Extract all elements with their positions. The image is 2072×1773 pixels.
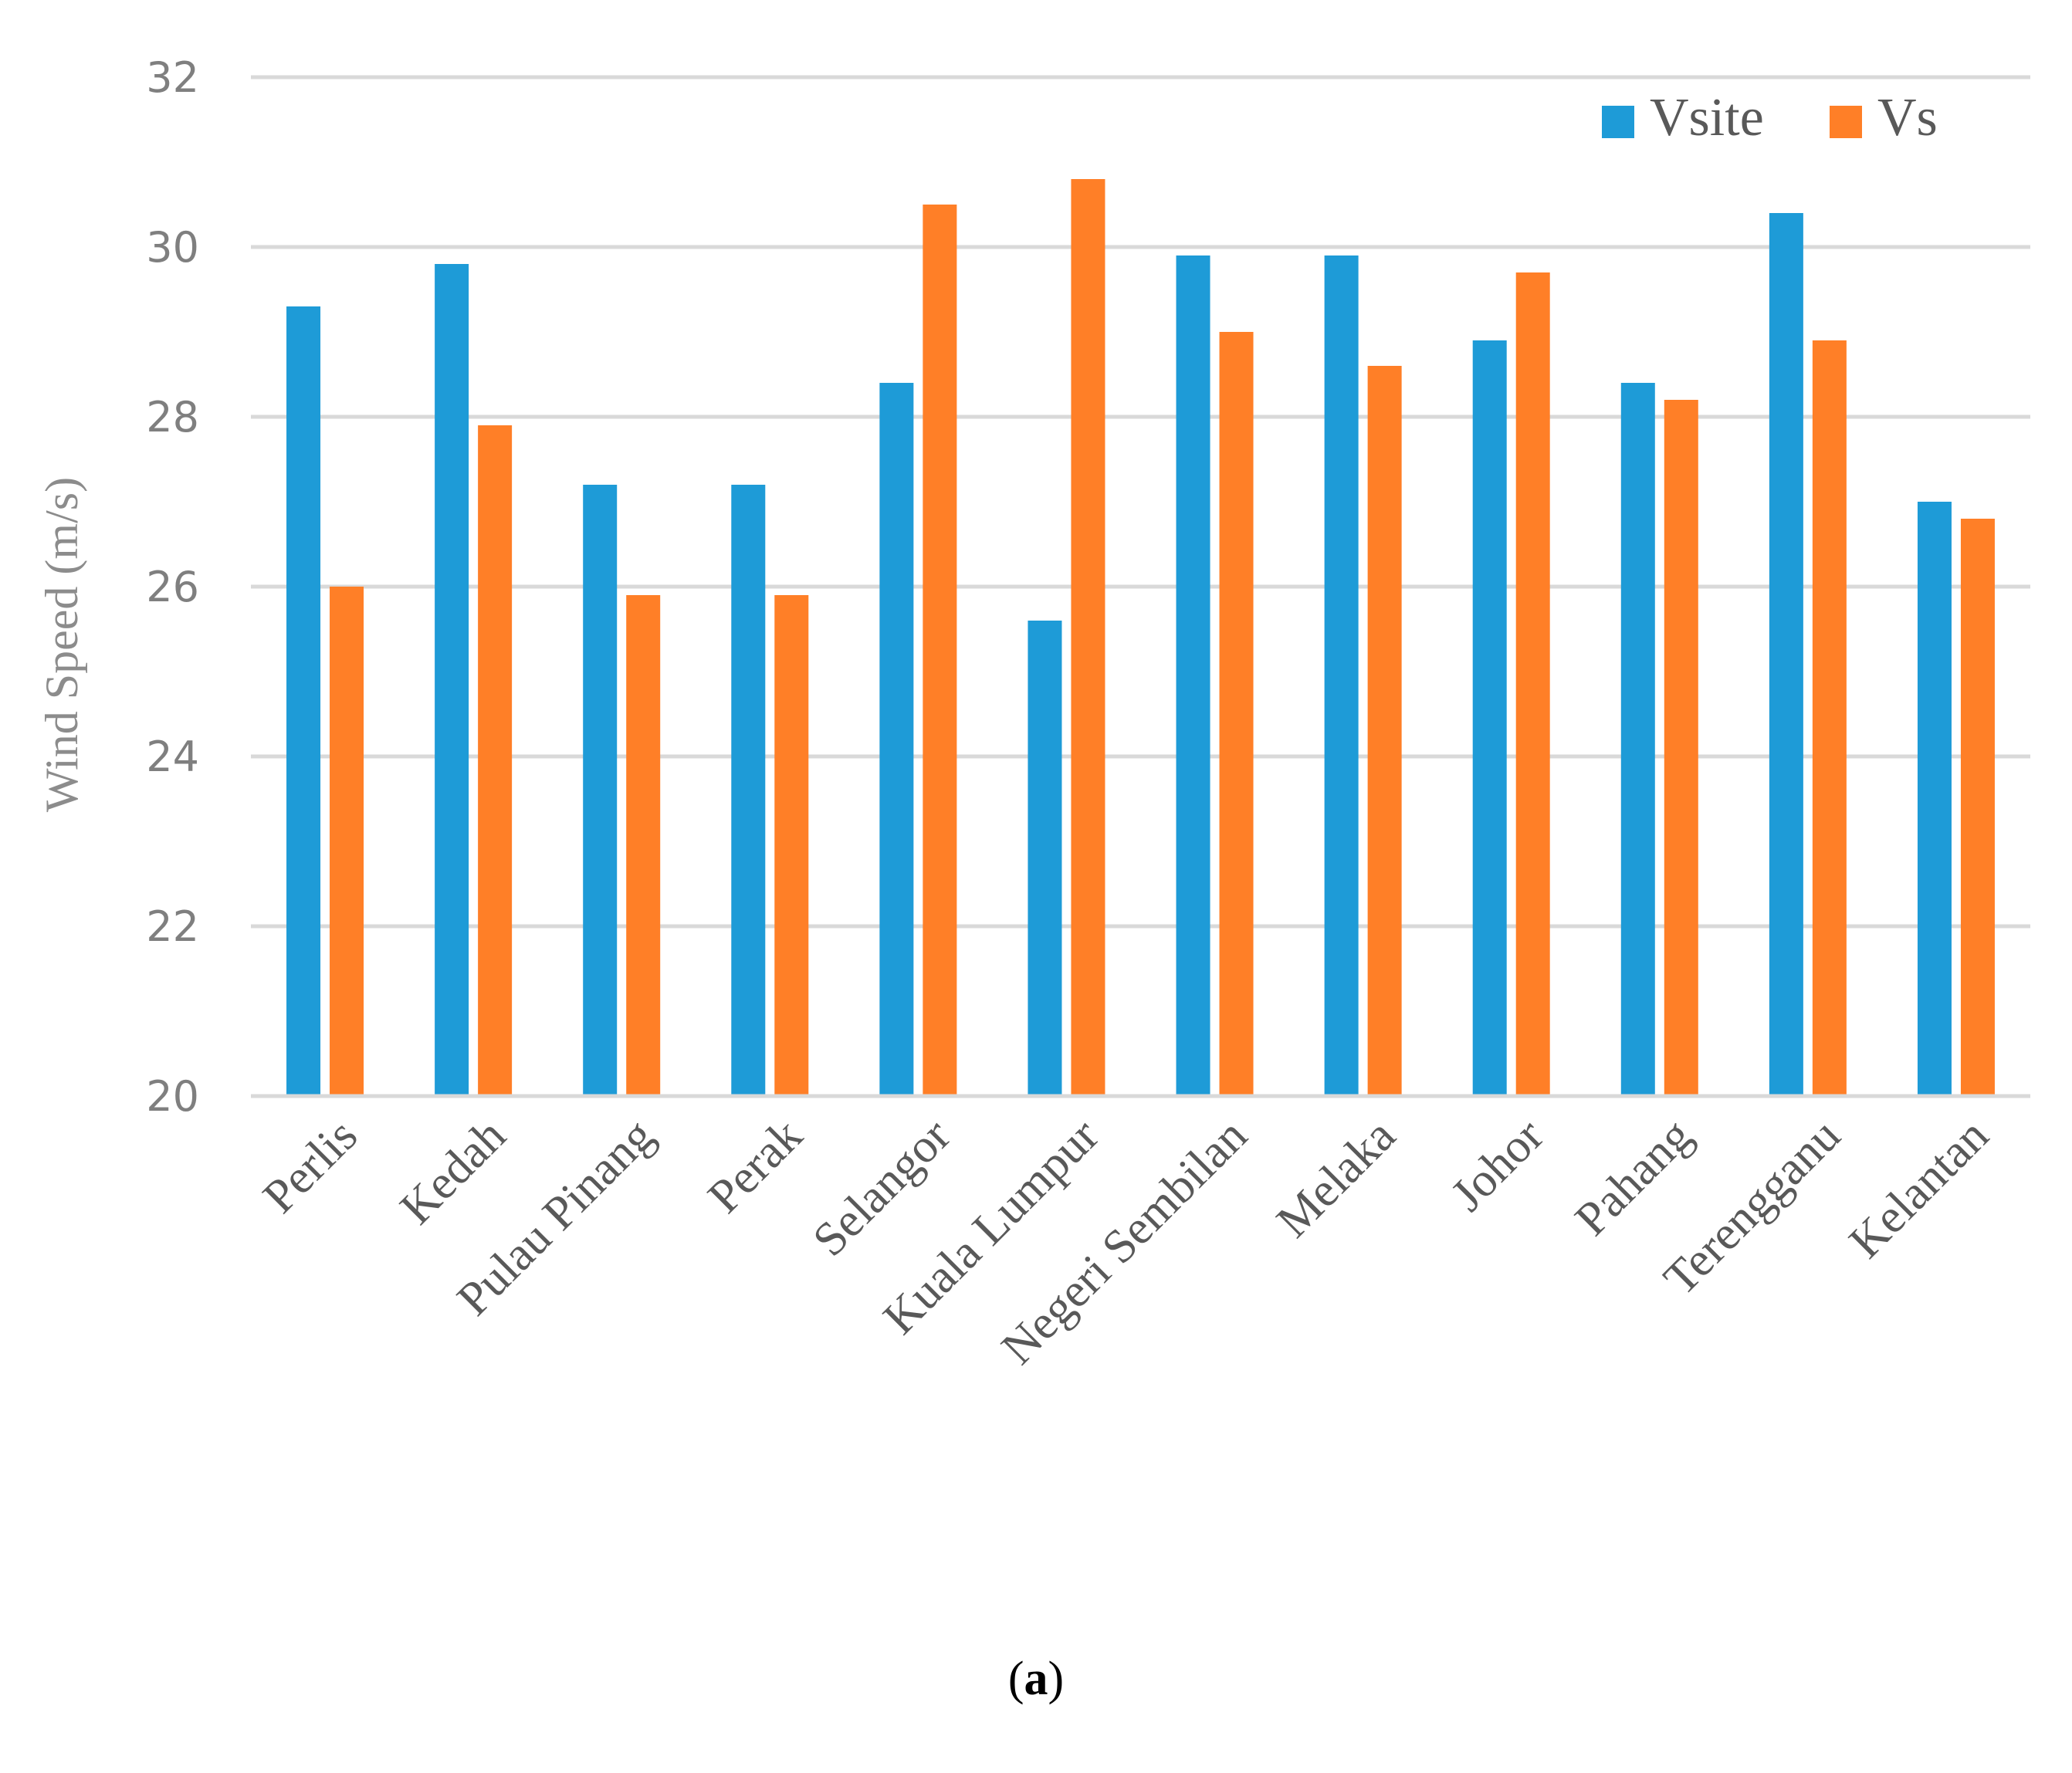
bar-vs-kelantan	[1960, 519, 1995, 1096]
x-tick-label: Melaka	[1267, 1109, 1406, 1248]
x-tick-label: Perlis	[253, 1109, 367, 1223]
bar-vs-negeri-sembilan	[1219, 332, 1254, 1096]
bar-vsite-kelantan	[1917, 502, 1952, 1096]
bar-vsite-perak	[731, 485, 766, 1096]
bar-vs-kuala-lumpur	[1071, 179, 1105, 1096]
y-tick-label: 30	[146, 223, 199, 272]
x-tick-label: Johor	[1441, 1109, 1554, 1222]
legend: Vsite Vs	[1602, 88, 1938, 147]
bar-vsite-kedah	[435, 264, 469, 1096]
x-tick-label: Kedah	[391, 1109, 516, 1235]
caption-label: a	[1024, 1653, 1048, 1705]
legend-swatch-vs	[1830, 106, 1862, 138]
x-tick-label: Kelantan	[1840, 1109, 1999, 1268]
y-tick-label: 24	[146, 733, 199, 781]
bar-vsite-pulau-pinang	[583, 485, 618, 1096]
y-tick-label: 28	[146, 393, 199, 442]
caption-open-paren: (	[1007, 1653, 1024, 1705]
y-tick-label: 26	[146, 563, 199, 611]
figure-caption: (a)	[0, 1652, 2072, 1707]
bar-vs-perlis	[330, 587, 364, 1096]
bar-vs-kedah	[478, 425, 513, 1096]
y-tick-label: 32	[146, 53, 199, 102]
bar-vsite-kuala-lumpur	[1028, 621, 1062, 1096]
bar-vsite-selangor	[879, 383, 914, 1096]
y-tick-label: 20	[146, 1072, 199, 1121]
bar-vsite-negeri-sembilan	[1176, 255, 1210, 1096]
bar-vsite-melaka	[1324, 255, 1359, 1096]
bar-vsite-perlis	[286, 306, 321, 1096]
legend-label-vs: Vs	[1877, 88, 1938, 147]
y-tick-label: 22	[146, 902, 199, 951]
x-tick-label: Pahang	[1566, 1109, 1702, 1246]
bar-vs-melaka	[1367, 366, 1402, 1096]
y-axis-ticks: 20 22 24 26 28 30 32	[146, 53, 199, 1121]
bars	[251, 179, 2030, 1098]
legend-label-vsite: Vsite	[1650, 88, 1764, 147]
legend-swatch-vsite	[1602, 106, 1634, 138]
bar-vs-pahang	[1664, 400, 1698, 1096]
bar-vs-johor	[1515, 272, 1550, 1096]
bar-vs-pulau-pinang	[626, 595, 661, 1096]
bar-vs-selangor	[923, 205, 957, 1096]
y-axis-label: Wind Speed (m/s)	[36, 477, 87, 812]
x-tick-label: Perak	[698, 1109, 812, 1223]
bar-vsite-johor	[1472, 340, 1507, 1096]
caption-close-paren: )	[1048, 1653, 1065, 1705]
gridlines	[251, 75, 2030, 1098]
bar-vsite-pahang	[1620, 383, 1655, 1096]
bar-vs-terengganu	[1812, 340, 1847, 1096]
bar-vsite-terengganu	[1769, 213, 1803, 1096]
bar-vs-perak	[774, 595, 809, 1096]
